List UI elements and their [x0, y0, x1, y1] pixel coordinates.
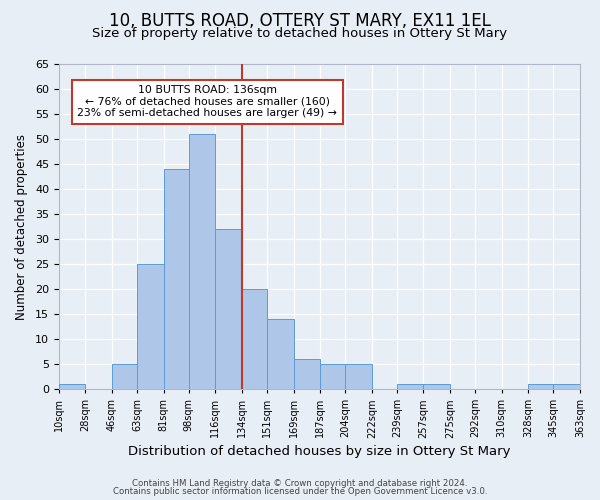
Bar: [112, 364, 137, 389]
Bar: [242, 289, 267, 389]
Text: Contains public sector information licensed under the Open Government Licence v3: Contains public sector information licen…: [113, 487, 487, 496]
Text: Size of property relative to detached houses in Ottery St Mary: Size of property relative to detached ho…: [92, 28, 508, 40]
Bar: [397, 384, 424, 389]
Bar: [320, 364, 345, 389]
Bar: [529, 384, 553, 389]
Bar: [553, 384, 580, 389]
Text: 10, BUTTS ROAD, OTTERY ST MARY, EX11 1EL: 10, BUTTS ROAD, OTTERY ST MARY, EX11 1EL: [109, 12, 491, 30]
Bar: [215, 229, 242, 389]
Bar: [137, 264, 164, 389]
Bar: [164, 169, 189, 389]
Y-axis label: Number of detached properties: Number of detached properties: [15, 134, 28, 320]
Text: 10 BUTTS ROAD: 136sqm
← 76% of detached houses are smaller (160)
23% of semi-det: 10 BUTTS ROAD: 136sqm ← 76% of detached …: [77, 85, 337, 118]
Text: Contains HM Land Registry data © Crown copyright and database right 2024.: Contains HM Land Registry data © Crown c…: [132, 478, 468, 488]
Bar: [189, 134, 215, 389]
X-axis label: Distribution of detached houses by size in Ottery St Mary: Distribution of detached houses by size …: [128, 444, 511, 458]
Bar: [293, 359, 320, 389]
Bar: [59, 384, 85, 389]
Bar: [345, 364, 372, 389]
Bar: [424, 384, 450, 389]
Bar: [267, 319, 293, 389]
